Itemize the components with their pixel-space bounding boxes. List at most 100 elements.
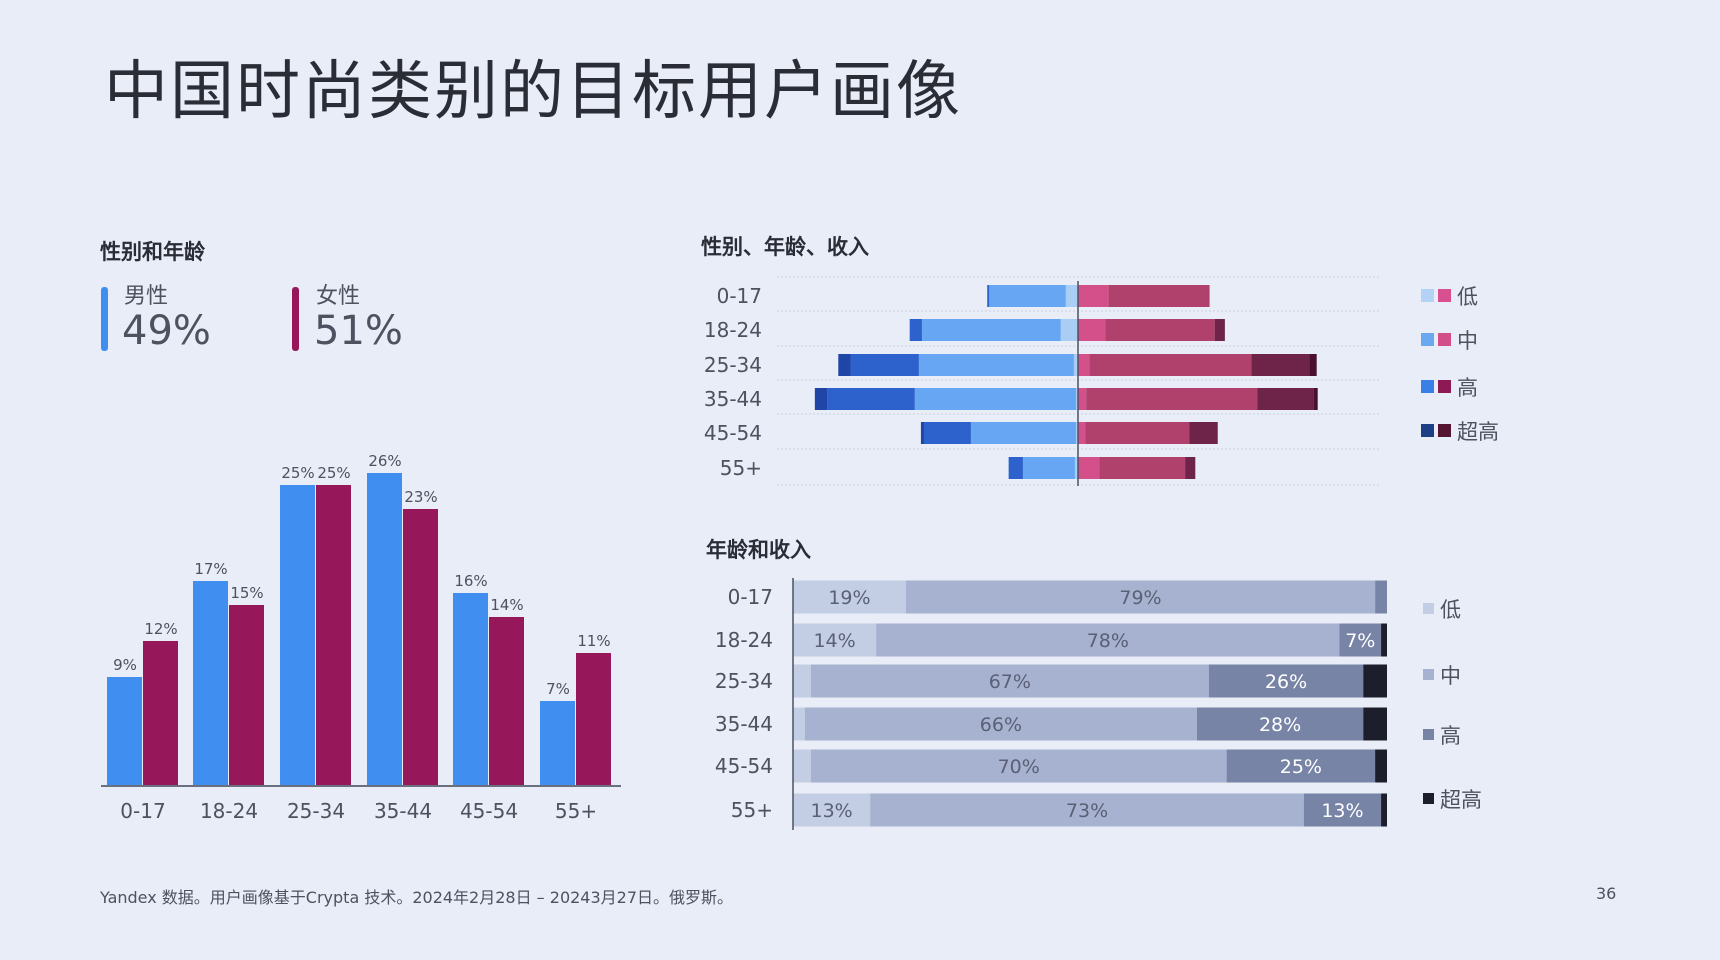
- segment-0-17: [793, 580, 906, 614]
- segment-35-44: [1196, 707, 1364, 741]
- segment-35-44: [1363, 707, 1387, 741]
- legend-label: 超高: [1440, 788, 1482, 812]
- bar-male-35-44: [367, 473, 402, 785]
- segment-label: 14%: [813, 630, 855, 652]
- footer-source: Yandex 数据。用户画像基于Crypta 技术。2024年2月28日 – 2…: [100, 888, 734, 907]
- legend-swatch-female: [1438, 424, 1451, 437]
- male-25-34-segment: [838, 354, 851, 376]
- legend-swatch-female: [1438, 333, 1451, 346]
- segment-0-17: [905, 580, 1376, 614]
- y-tick-label: 55+: [720, 456, 762, 480]
- y-tick-label: 0-17: [717, 284, 762, 308]
- male-0-17-segment: [987, 285, 990, 307]
- bar-male-45-54: [453, 593, 488, 785]
- bar-male-55+: [540, 701, 575, 785]
- bar-label: 23%: [404, 488, 437, 506]
- segment-25-34: [1208, 664, 1364, 698]
- bar-male-25-34: [280, 485, 315, 785]
- male-marker: [101, 287, 108, 351]
- female-45-54-segment: [1085, 422, 1190, 444]
- female-45-54-segment: [1078, 422, 1086, 444]
- y-tick-label: 35-44: [715, 712, 773, 736]
- bar-female-45-54: [489, 617, 524, 785]
- male-45-54-segment: [923, 422, 971, 444]
- page-number: 36: [1596, 884, 1617, 903]
- female-35-44-segment: [1313, 388, 1318, 410]
- legend-label: 高: [1457, 376, 1478, 400]
- bar-label: 11%: [577, 632, 610, 650]
- bar-female-55+: [576, 653, 611, 785]
- male-45-54-segment: [920, 422, 924, 444]
- x-tick-label: 35-44: [374, 799, 432, 823]
- male-0-17-segment: [989, 285, 1066, 307]
- segment-label: 78%: [1087, 630, 1129, 652]
- segment-0-17: [1375, 580, 1387, 614]
- segment-55+: [870, 793, 1304, 827]
- male-18-24-segment: [921, 319, 1061, 341]
- segment-label: 67%: [989, 671, 1031, 693]
- bar-label: 17%: [194, 560, 227, 578]
- y-tick-label: 45-54: [715, 754, 773, 778]
- female-0-17-segment: [1078, 285, 1109, 307]
- y-tick-label: 0-17: [728, 585, 773, 609]
- segment-label: 28%: [1259, 714, 1301, 736]
- female-25-34-segment: [1078, 354, 1090, 376]
- segment-label: 7%: [1345, 630, 1375, 652]
- female-25-34-segment: [1251, 354, 1310, 376]
- segment-35-44: [804, 707, 1197, 741]
- bar-label: 7%: [546, 680, 570, 698]
- y-tick-label: 25-34: [715, 669, 773, 693]
- female-55+-segment: [1078, 457, 1100, 479]
- bar-male-18-24: [193, 581, 228, 785]
- male-45-54-segment: [970, 422, 1076, 444]
- male-35-44-segment: [914, 388, 1076, 410]
- bar-label: 12%: [144, 620, 177, 638]
- segment-18-24: [1339, 623, 1382, 657]
- bar-female-25-34: [316, 485, 351, 785]
- legend-label: 高: [1440, 724, 1461, 748]
- segment-label: 13%: [810, 800, 852, 822]
- y-tick-label: 18-24: [715, 628, 773, 652]
- bar-female-0-17: [143, 641, 178, 785]
- legend-label: 中: [1440, 664, 1461, 688]
- legend-swatch-female: [1438, 289, 1451, 302]
- gender-age-title: 性别和年龄: [100, 240, 205, 264]
- male-55+-segment: [1022, 457, 1075, 479]
- female-18-24-segment: [1214, 319, 1225, 341]
- segment-label: 70%: [998, 756, 1040, 778]
- legend-swatch: [1423, 603, 1434, 614]
- bar-label: 15%: [230, 584, 263, 602]
- female-value: 51%: [314, 308, 403, 354]
- gender-age-income-title: 性别、年龄、收入: [701, 235, 869, 259]
- legend-swatch-male: [1421, 380, 1434, 393]
- legend-swatch: [1423, 729, 1434, 740]
- bar-male-0-17: [107, 677, 142, 785]
- male-label: 男性: [124, 284, 169, 309]
- segment-label: 13%: [1321, 800, 1363, 822]
- legend-swatch: [1423, 669, 1434, 680]
- legend-label: 中: [1457, 329, 1478, 353]
- male-25-34-segment: [1073, 354, 1078, 376]
- x-tick-label: 18-24: [200, 799, 258, 823]
- bar-label: 26%: [368, 452, 401, 470]
- male-18-24-segment: [909, 319, 922, 341]
- male-35-44-segment: [814, 388, 828, 410]
- female-55+-segment: [1185, 457, 1196, 479]
- bar-female-35-44: [403, 509, 438, 785]
- age-income-title: 年龄和收入: [706, 538, 811, 562]
- segment-45-54: [793, 749, 811, 783]
- segment-label: 79%: [1119, 587, 1161, 609]
- segment-18-24: [876, 623, 1340, 657]
- y-tick-label: 55+: [731, 798, 773, 822]
- bar-label: 25%: [317, 464, 350, 482]
- female-label: 女性: [316, 284, 361, 309]
- female-35-44-segment: [1086, 388, 1258, 410]
- segment-55+: [1303, 793, 1382, 827]
- segment-35-44: [793, 707, 805, 741]
- legend-swatch-male: [1421, 289, 1434, 302]
- male-35-44-segment: [827, 388, 915, 410]
- male-45-54-segment: [1075, 422, 1078, 444]
- female-45-54-segment: [1189, 422, 1218, 444]
- segment-label: 73%: [1066, 800, 1108, 822]
